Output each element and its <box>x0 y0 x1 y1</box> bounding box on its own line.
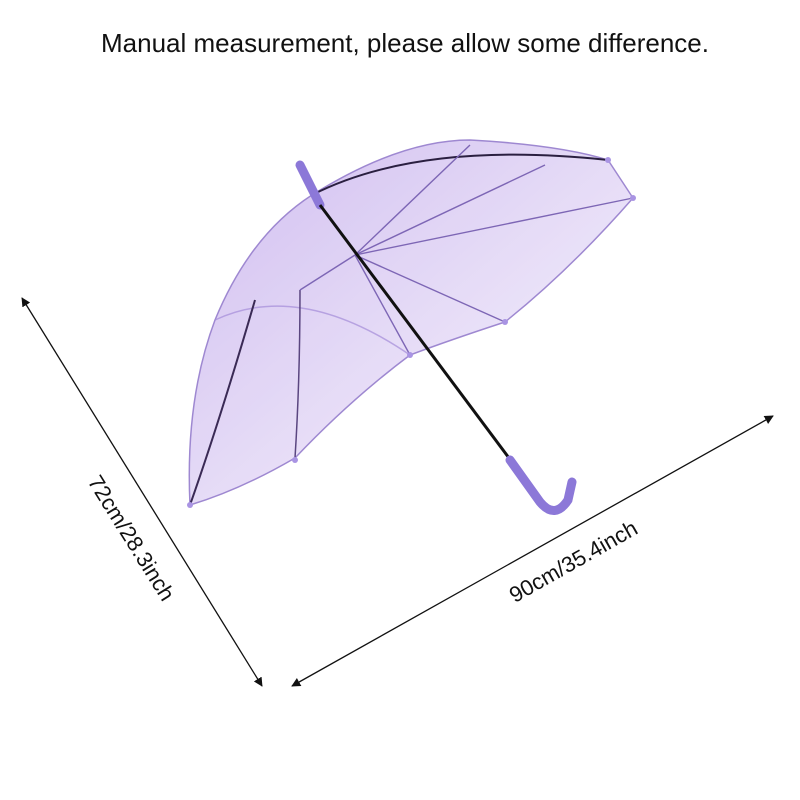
title: Manual measurement, please allow some di… <box>101 28 709 58</box>
umbrella <box>187 139 636 515</box>
width-arrow <box>291 415 774 687</box>
height-label: 72cm/28.3inch <box>83 471 180 606</box>
width-label: 90cm/35.4inch <box>505 515 642 607</box>
height-arrow <box>21 297 263 687</box>
